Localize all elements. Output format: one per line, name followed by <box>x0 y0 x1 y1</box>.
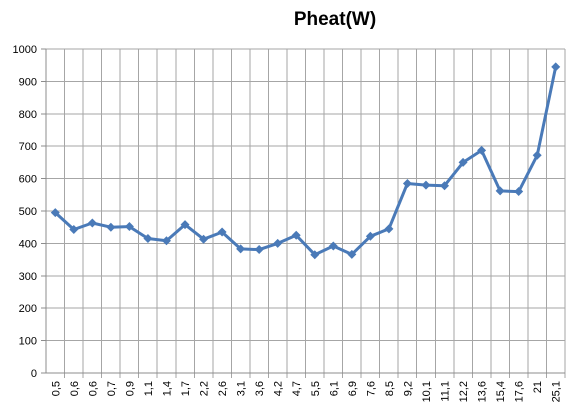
x-tick-label: 6,1 <box>328 381 340 396</box>
y-tick-label: 800 <box>19 109 37 121</box>
y-tick-label: 700 <box>19 141 37 153</box>
x-tick-label: 1,1 <box>143 381 155 396</box>
y-tick-label: 300 <box>19 271 37 283</box>
x-tick-label: 0,9 <box>124 381 136 396</box>
y-axis-ticks: 0 100 200 300 400 500 600 700 800 900 1000 <box>13 44 37 380</box>
x-tick-label: 1,4 <box>161 381 173 396</box>
x-tick-label: 8,5 <box>384 381 396 396</box>
data-point <box>402 178 412 188</box>
data-point <box>514 187 524 197</box>
x-tick-label: 5,5 <box>310 381 322 396</box>
x-tick-label: 7,6 <box>365 381 377 396</box>
y-tick-label: 0 <box>31 368 37 380</box>
data-point <box>180 220 190 230</box>
data-point <box>273 238 283 248</box>
chart-grid <box>41 48 566 378</box>
x-tick-label: 6,9 <box>347 381 359 396</box>
x-tick-label: 4,2 <box>273 381 285 396</box>
y-tick-label: 200 <box>19 303 37 315</box>
data-point <box>532 150 542 160</box>
x-tick-label: 3,1 <box>236 381 248 396</box>
x-tick-label: 2,6 <box>217 381 229 396</box>
data-point <box>495 186 505 196</box>
data-point <box>365 231 375 241</box>
data-point <box>421 180 431 190</box>
data-point <box>347 249 357 259</box>
x-tick-label: 25,1 <box>551 381 563 402</box>
y-tick-label: 400 <box>19 238 37 250</box>
x-tick-label: 12,2 <box>458 381 470 402</box>
data-point <box>50 208 60 218</box>
x-tick-label: 2,2 <box>199 381 211 396</box>
x-tick-label: 9,2 <box>402 381 414 396</box>
x-tick-label: 0,5 <box>50 381 62 396</box>
x-tick-label: 11,1 <box>440 381 452 402</box>
chart-title: Pheat(W) <box>294 9 376 30</box>
x-tick-label: 0,6 <box>87 381 99 396</box>
data-point <box>310 250 320 260</box>
data-point <box>199 234 209 244</box>
x-tick-label: 1,7 <box>180 381 192 396</box>
x-tick-label: 0,7 <box>106 381 118 396</box>
data-point <box>161 236 171 246</box>
data-point <box>328 241 338 251</box>
data-point <box>551 62 561 72</box>
data-point <box>124 222 134 232</box>
data-point <box>236 244 246 254</box>
x-tick-label: 4,7 <box>291 381 303 396</box>
data-point <box>458 157 468 167</box>
x-tick-label: 0,6 <box>69 381 81 396</box>
data-point <box>384 224 394 234</box>
x-tick-label: 13,6 <box>477 381 489 402</box>
data-point <box>143 234 153 244</box>
series-group <box>50 62 561 260</box>
y-tick-label: 500 <box>19 206 37 218</box>
data-point <box>87 218 97 228</box>
x-tick-label: 15,4 <box>495 381 507 402</box>
data-point <box>254 245 264 255</box>
x-tick-label: 17,6 <box>514 381 526 402</box>
data-point <box>106 222 116 232</box>
y-tick-label: 1000 <box>13 44 37 56</box>
data-point <box>440 181 450 191</box>
series-line <box>53 65 558 257</box>
x-tick-label: 3,6 <box>254 381 266 396</box>
data-point <box>217 227 227 237</box>
y-tick-label: 100 <box>19 336 37 348</box>
x-tick-label: 21 <box>532 381 544 393</box>
x-tick-label: 10,1 <box>421 381 433 402</box>
y-tick-label: 600 <box>19 174 37 186</box>
data-point <box>69 224 79 234</box>
x-axis-ticks: 0,5 0,6 0,6 0,7 0,9 1,1 1,4 1,7 2,2 2,6 3,1 3,6 4,2 4… <box>50 381 562 402</box>
y-tick-label: 900 <box>19 76 37 88</box>
data-point <box>477 145 487 155</box>
data-point <box>291 230 301 240</box>
